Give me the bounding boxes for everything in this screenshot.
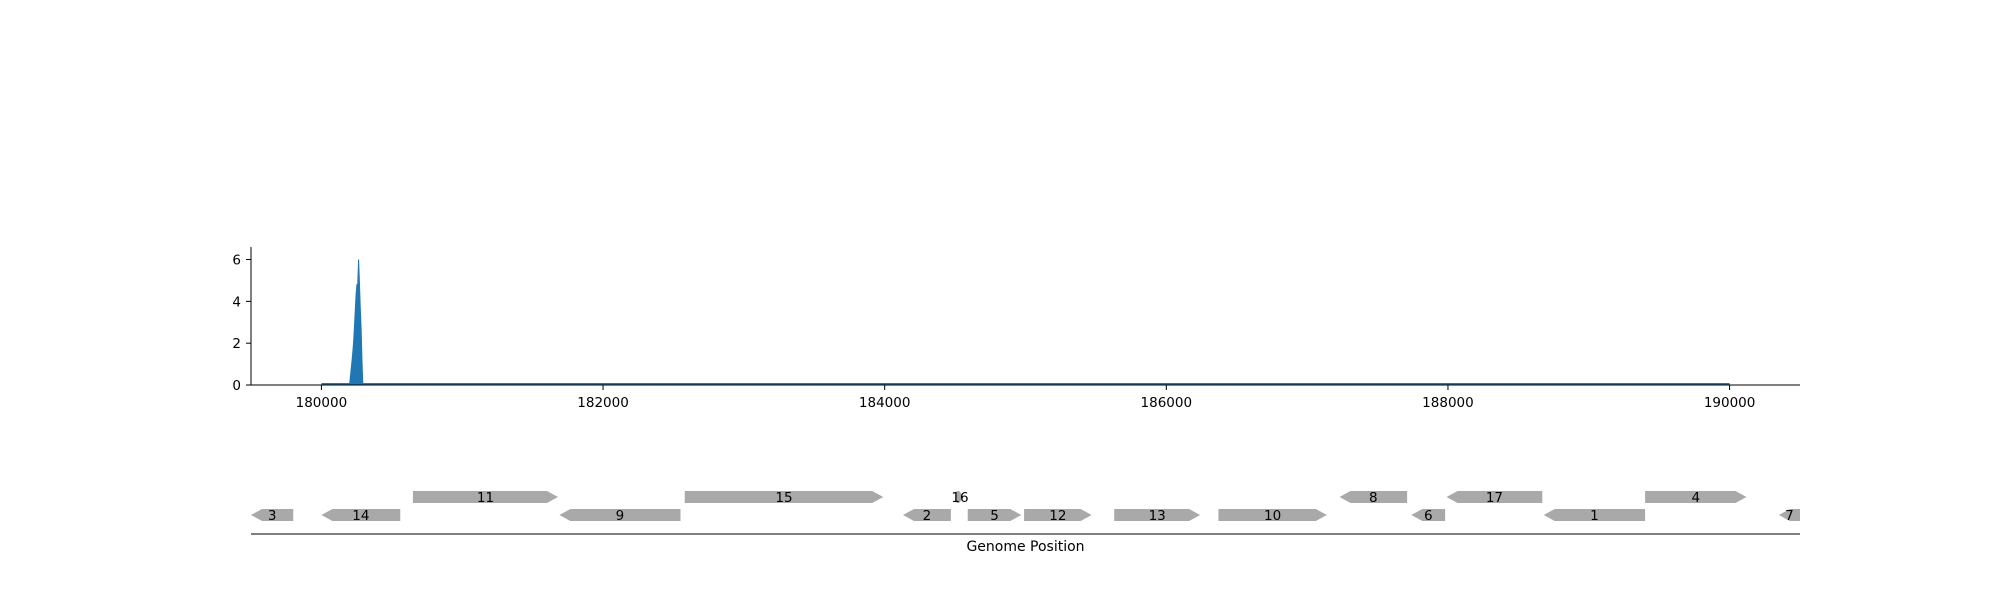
- gene-label: 9: [616, 508, 625, 524]
- gene-label: 1: [1590, 508, 1599, 524]
- gene-label: 10: [1264, 508, 1281, 524]
- gene-arrow: [684, 491, 884, 503]
- gene-arrow: [1543, 509, 1646, 521]
- gene-label: 2: [923, 508, 932, 524]
- gene-label: 12: [1049, 508, 1066, 524]
- coverage-peak: [349, 259, 364, 386]
- y-tick-label: 0: [232, 378, 241, 394]
- coverage-area: [349, 259, 364, 386]
- gene-arrow: [956, 491, 964, 503]
- gene-arrow: [412, 491, 558, 503]
- y-tick-label: 4: [232, 294, 241, 310]
- gene-arrow: [321, 509, 401, 521]
- y-tick-label: 6: [232, 253, 241, 269]
- gene-arrow: [1339, 491, 1408, 503]
- x-tick-label: 180000: [296, 395, 348, 411]
- gene-label: 3: [268, 508, 277, 524]
- gene-arrow: [1411, 509, 1446, 521]
- gene-label: 11: [477, 490, 494, 506]
- gene-label: 5: [990, 508, 999, 524]
- gene-label: 17: [1486, 490, 1503, 506]
- gene-label: 14: [352, 508, 369, 524]
- x-tick-label: 190000: [1704, 395, 1756, 411]
- gene-arrow: [1218, 509, 1327, 521]
- gene-arrow: [1778, 509, 1800, 521]
- gene-arrow: [559, 509, 681, 521]
- y-tick-label: 2: [232, 336, 241, 352]
- x-axis-ticks: 180000 182000 184000 186000 188000 190000: [296, 385, 1756, 411]
- gene-arrow: [1645, 491, 1747, 503]
- gene-label: 4: [1691, 490, 1700, 506]
- x-tick-label: 186000: [1141, 395, 1193, 411]
- gene-arrow: [902, 509, 951, 521]
- gene-label: 16: [951, 490, 968, 506]
- gene-arrow: [967, 509, 1022, 521]
- gene-label: 6: [1424, 508, 1433, 524]
- x-tick-label: 182000: [577, 395, 629, 411]
- gene-label: 13: [1149, 508, 1166, 524]
- gene-label: 8: [1369, 490, 1378, 506]
- gene-arrow: [251, 509, 294, 521]
- gene-arrow: [1114, 509, 1201, 521]
- gene-label: 7: [1785, 508, 1794, 524]
- gene-axis-title: Genome Position: [966, 539, 1084, 555]
- coverage-plot: 180000 182000 184000 186000 188000 190000 0 2 4…: [232, 247, 1800, 411]
- gene-arrow: [1024, 509, 1092, 521]
- x-tick-label: 184000: [859, 395, 911, 411]
- gene-arrow: [1446, 491, 1543, 503]
- gene-label: 15: [775, 490, 792, 506]
- y-axis-ticks: 0 2 4 6: [232, 253, 251, 394]
- x-tick-label: 188000: [1422, 395, 1474, 411]
